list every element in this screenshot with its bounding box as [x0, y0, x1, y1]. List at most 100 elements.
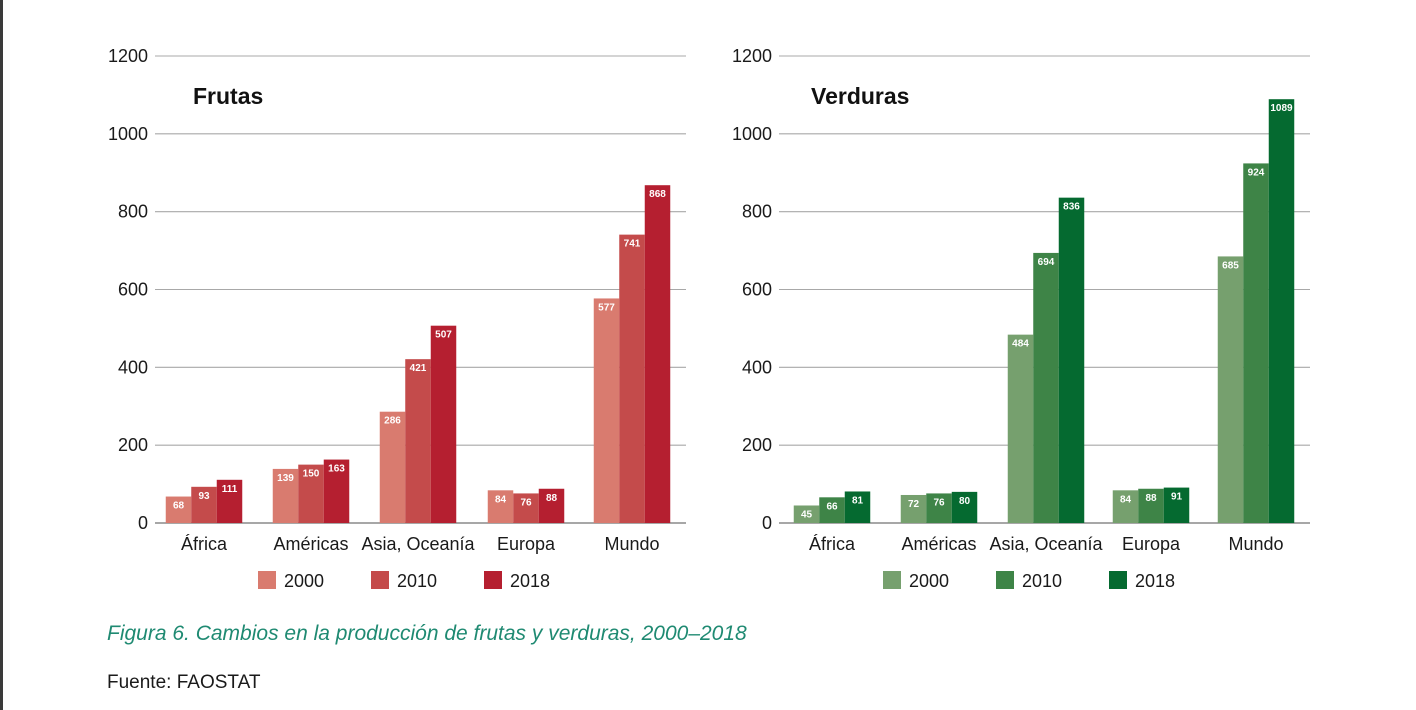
figure-caption: Figura 6. Cambios en la producción de fr… [107, 622, 747, 645]
verduras-bar [793, 505, 820, 523]
frutas-y-tick-label: 0 [138, 513, 148, 533]
verduras-bar [819, 497, 845, 523]
frutas-y-tick-label: 1200 [108, 46, 148, 66]
verduras-bar-label: 66 [826, 501, 838, 512]
verduras-bar-label: 685 [1222, 260, 1239, 271]
frutas-bar-label: 76 [520, 497, 532, 508]
verduras-legend-swatch [1109, 571, 1127, 589]
frutas-bar-label: 421 [410, 363, 427, 374]
frutas-bar-label: 111 [222, 484, 238, 495]
verduras-y-tick-label: 0 [762, 513, 772, 533]
frutas-bar [165, 496, 192, 523]
frutas-bar [619, 234, 645, 523]
frutas-legend-swatch [484, 571, 502, 589]
verduras-bar-label: 84 [1120, 494, 1132, 505]
frutas-bar-label: 163 [328, 464, 345, 475]
verduras-bar-label: 484 [1012, 339, 1029, 350]
frutas-bar-label: 507 [435, 330, 452, 341]
frutas-bar-label: 139 [277, 473, 294, 484]
verduras-bar-label: 694 [1038, 257, 1055, 268]
frutas-bar-label: 741 [624, 239, 641, 250]
frutas-bar [298, 464, 324, 523]
frutas-y-tick-label: 1000 [108, 124, 148, 144]
verduras-bar-label: 81 [852, 495, 864, 506]
verduras-bar [900, 494, 927, 523]
page-left-edge [0, 0, 3, 710]
verduras-bar-label: 91 [1171, 492, 1183, 503]
frutas-bar-label: 84 [495, 494, 507, 505]
frutas-bar-label: 286 [384, 416, 401, 427]
frutas-title: Frutas [193, 83, 263, 109]
frutas-legend-swatch [258, 571, 276, 589]
verduras-bar [1268, 99, 1295, 523]
verduras-legend-swatch [883, 571, 901, 589]
frutas-bar [216, 479, 243, 523]
verduras-x-tick-label: África [809, 534, 856, 554]
frutas-y-tick-label: 400 [118, 357, 148, 377]
frutas-legend-label: 2018 [510, 571, 550, 591]
frutas-bar [513, 493, 539, 523]
verduras-bar [1033, 252, 1059, 523]
verduras-legend-label: 2018 [1135, 571, 1175, 591]
verduras-bar [926, 493, 952, 523]
verduras-legend-label: 2000 [909, 571, 949, 591]
frutas-legend-label: 2010 [397, 571, 437, 591]
frutas-x-tick-label: Mundo [604, 534, 659, 554]
verduras-legend-swatch [996, 571, 1014, 589]
frutas-y-tick-label: 800 [118, 202, 148, 222]
verduras-y-tick-label: 400 [742, 357, 772, 377]
verduras-y-tick-label: 1000 [732, 124, 772, 144]
verduras-bar-label: 924 [1248, 167, 1265, 178]
verduras-bar [1217, 256, 1244, 523]
frutas-bar [487, 490, 514, 523]
frutas-x-tick-label: Asia, Oceanía [361, 534, 475, 554]
verduras-bar [1007, 334, 1034, 523]
frutas-bar [644, 185, 671, 523]
verduras-bar-label: 72 [908, 499, 920, 510]
verduras-y-tick-label: 200 [742, 435, 772, 455]
verduras-x-tick-label: Américas [901, 534, 976, 554]
verduras-bar [1058, 197, 1085, 523]
verduras-bar-label: 80 [959, 496, 971, 507]
frutas-bar [405, 359, 431, 523]
verduras-title: Verduras [811, 83, 909, 109]
frutas-bar-label: 577 [598, 302, 615, 313]
verduras-bar [1112, 490, 1139, 523]
verduras-y-tick-label: 1200 [732, 46, 772, 66]
verduras-x-tick-label: Europa [1122, 534, 1181, 554]
frutas-bar-label: 868 [649, 189, 666, 200]
frutas-bar [538, 488, 565, 523]
frutas-bar [593, 298, 620, 523]
verduras-y-tick-label: 600 [742, 280, 772, 300]
frutas-bar-label: 88 [546, 493, 558, 504]
verduras-bar [1138, 488, 1164, 523]
frutas-y-tick-label: 200 [118, 435, 148, 455]
charts-canvas: 020040060080010001200Frutas6893111África… [108, 46, 1310, 591]
frutas-bar [272, 468, 299, 523]
frutas-bar [323, 459, 350, 523]
verduras-bar-label: 88 [1145, 493, 1157, 504]
verduras-bar [951, 491, 978, 523]
frutas-bar [430, 325, 457, 523]
frutas-x-tick-label: África [181, 534, 228, 554]
frutas-legend-swatch [371, 571, 389, 589]
frutas-x-tick-label: Américas [273, 534, 348, 554]
frutas-legend-label: 2000 [284, 571, 324, 591]
verduras-x-tick-label: Mundo [1228, 534, 1283, 554]
verduras-legend-label: 2010 [1022, 571, 1062, 591]
verduras-x-tick-label: Asia, Oceanía [989, 534, 1103, 554]
frutas-y-tick-label: 600 [118, 280, 148, 300]
verduras-bar [1243, 163, 1269, 523]
frutas-bar [191, 486, 217, 523]
frutas-x-tick-label: Europa [497, 534, 556, 554]
verduras-bar [1163, 487, 1190, 523]
verduras-bar-label: 1089 [1270, 103, 1293, 114]
verduras-bar [844, 491, 871, 523]
frutas-bar [379, 411, 406, 523]
verduras-y-tick-label: 800 [742, 202, 772, 222]
figure-source: Fuente: FAOSTAT [107, 672, 261, 693]
frutas-bar-label: 68 [173, 501, 185, 512]
frutas-bar-label: 93 [198, 491, 210, 502]
frutas-bar-label: 150 [303, 469, 320, 480]
verduras-bar-label: 76 [933, 497, 945, 508]
